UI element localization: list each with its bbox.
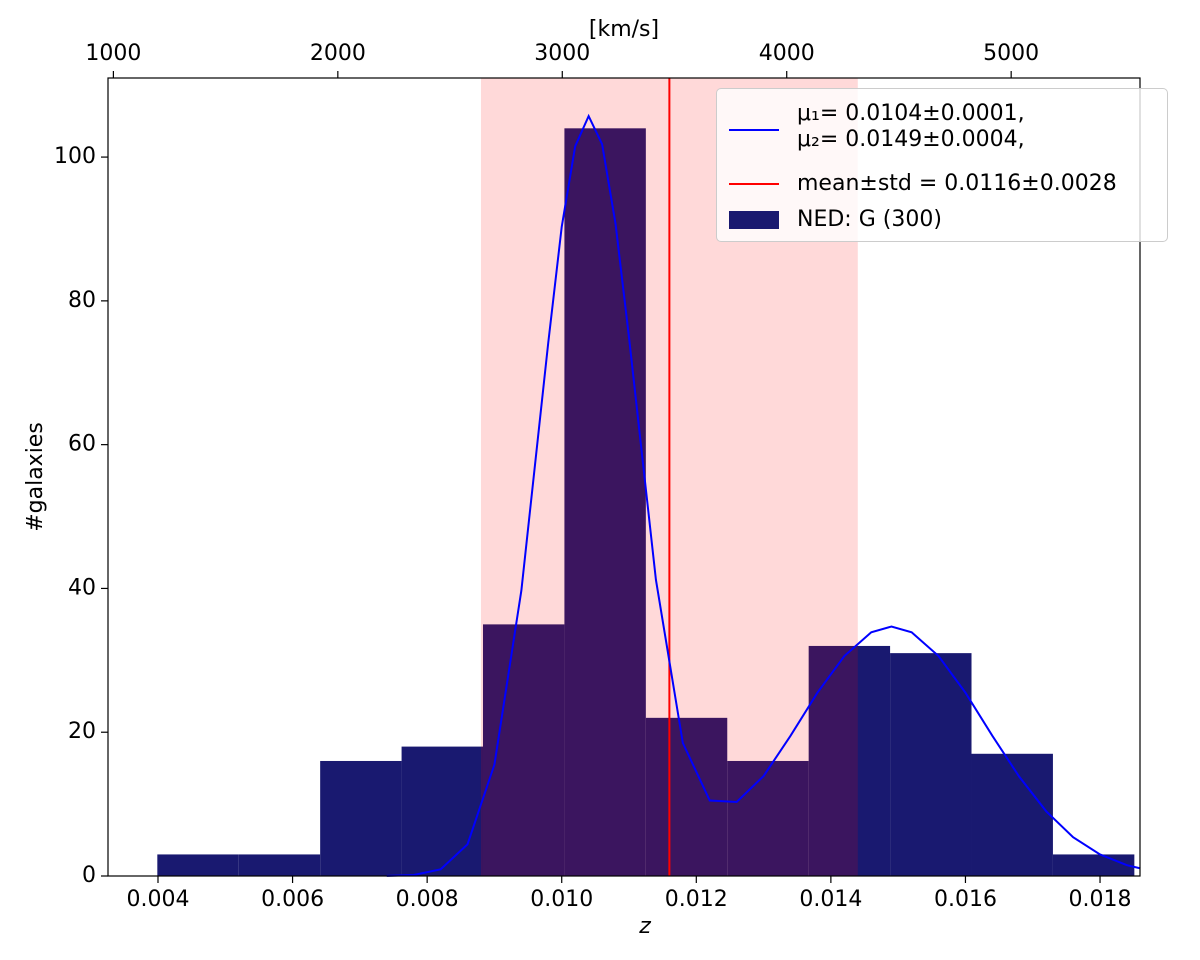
- legend-entry: mean±std = 0.0116±0.0028: [717, 169, 1167, 199]
- x-tick-label: 0.008: [396, 887, 459, 912]
- legend-swatch: [729, 211, 779, 229]
- bar: [238, 854, 321, 876]
- legend: μ₁= 0.0104±0.0001, μ₂= 0.0149±0.0004, me…: [716, 88, 1168, 242]
- x2-axis-label: [km/s]: [589, 17, 659, 42]
- bar: [564, 128, 646, 876]
- y-tick-label: 100: [54, 144, 96, 169]
- bar: [971, 753, 1053, 876]
- y-axis-label: #galaxies: [23, 422, 48, 532]
- bar: [401, 746, 483, 876]
- x-tick-label: 0.016: [934, 887, 997, 912]
- x-tick-label: 0.004: [127, 887, 190, 912]
- y-tick-label: 20: [68, 719, 96, 744]
- legend-entry: NED: G (300): [717, 205, 1167, 235]
- legend-swatch: [729, 129, 779, 131]
- x-tick-label: 0.014: [799, 887, 862, 912]
- legend-label: NED: G (300): [797, 207, 942, 232]
- x-tick-label: 0.006: [261, 887, 324, 912]
- plot-frame: [107, 77, 1141, 877]
- legend-swatch: [729, 183, 779, 185]
- bar: [320, 760, 402, 876]
- y-tick-label: 60: [68, 432, 96, 457]
- x-tick-label: 0.010: [530, 887, 593, 912]
- y-tick-label: 80: [68, 288, 96, 313]
- legend-label: mean±std = 0.0116±0.0028: [797, 171, 1117, 196]
- bar: [808, 645, 891, 876]
- y-tick-label: 40: [68, 575, 96, 600]
- y-tick-label: 0: [82, 863, 96, 888]
- legend-label: μ₁= 0.0104±0.0001, μ₂= 0.0149±0.0004,: [797, 101, 1025, 152]
- fit-curve: [386, 113, 1141, 877]
- x-tick-label: 0.018: [1069, 887, 1132, 912]
- bar: [1052, 854, 1135, 876]
- bar: [727, 760, 809, 876]
- x2-tick-label: 4000: [759, 41, 815, 66]
- legend-entry: μ₁= 0.0104±0.0001, μ₂= 0.0149±0.0004,: [717, 99, 1167, 155]
- bar: [645, 717, 728, 876]
- x-axis-label: z: [638, 914, 651, 939]
- x-tick-label: 0.012: [665, 887, 728, 912]
- x2-tick-label: 1000: [85, 41, 141, 66]
- bar: [890, 653, 972, 876]
- x2-tick-label: 5000: [983, 41, 1039, 66]
- x2-tick-label: 3000: [534, 41, 590, 66]
- bar: [157, 854, 239, 876]
- x2-tick-label: 2000: [310, 41, 366, 66]
